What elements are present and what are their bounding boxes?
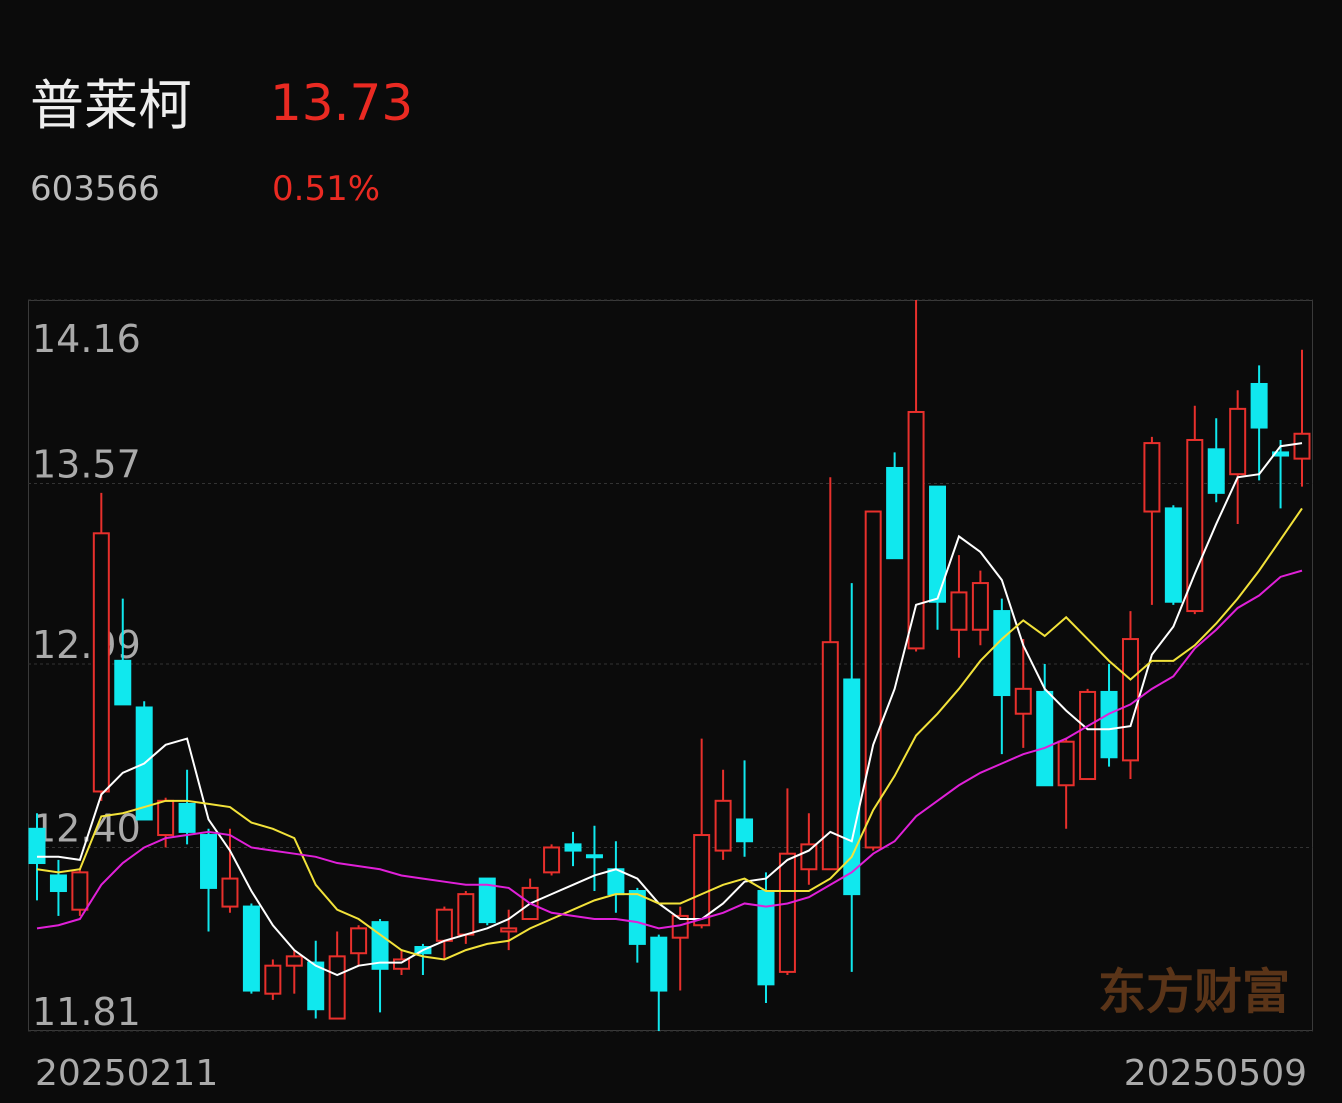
candle-body [478,877,496,924]
candle-body [929,485,947,603]
candle-body [1186,438,1204,613]
candle-body [1057,740,1075,787]
candle-body [543,846,561,874]
candle-body [650,936,668,992]
candle-body [307,961,325,1011]
candle-body [714,799,732,852]
y-tick-label: 14.16 [32,317,141,361]
candle-body [178,802,196,833]
y-tick-label: 13.57 [32,443,141,487]
candle-body [1079,690,1097,781]
x-tick-label: 20250211 [35,1053,218,1094]
candle-body [1143,442,1161,513]
candle-body [778,852,796,973]
moving-average-line [36,507,1303,961]
plot-frame [28,300,1313,1031]
candle-body [564,843,582,852]
candle-body [371,921,389,970]
candle-body [886,466,904,560]
candle-body [821,641,839,871]
candle-body [92,532,110,793]
candle-body [264,964,282,995]
stock-price: 13.73 [270,74,413,132]
candle-body [993,610,1011,697]
candle-body [242,905,260,992]
y-tick-label: 11.81 [32,990,141,1034]
candle-body [950,591,968,631]
candle-body [221,877,239,908]
candle-body [392,958,410,970]
candle-body [1207,448,1225,494]
candle-body [1229,407,1247,476]
candle-body [457,893,475,936]
candle-body [500,927,518,933]
candle-body [736,818,754,843]
x-tick-label: 20250509 [1124,1053,1307,1094]
candle-body [1250,382,1268,429]
candle-body [628,890,646,945]
candle-body [1293,432,1311,460]
candle-body [971,582,989,631]
candle-body [1100,690,1118,759]
candle-body [71,871,89,911]
candle-body [1164,507,1182,603]
candle-body [49,874,67,893]
candle-body [157,799,175,837]
candle-body [1036,690,1054,787]
candle-body [585,854,603,859]
watermark: 东方财富 [1098,964,1290,1020]
candle-body [800,843,818,871]
candle-body [328,955,346,1020]
candle-body [200,834,218,889]
candle-body [607,868,625,896]
candle-body [285,955,303,967]
candle-body [907,410,925,650]
candle-body [28,827,46,865]
candle-body [693,834,711,927]
price-change: 0.51% [272,169,380,209]
moving-average-line [36,569,1303,930]
candle-body [1272,451,1290,457]
candle-body [350,927,368,955]
stock-code: 603566 [30,169,160,209]
stock-name: 普莱柯 [30,74,192,137]
candle-body [114,659,132,706]
candle-body [1014,687,1032,715]
candle-body [435,908,453,942]
candle-body [864,510,882,849]
moving-average-line [37,442,1303,977]
